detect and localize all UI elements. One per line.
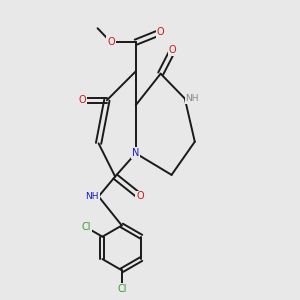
Text: O: O: [136, 191, 144, 202]
Text: O: O: [169, 46, 176, 56]
Text: NH: NH: [85, 192, 99, 201]
Text: N: N: [132, 148, 140, 158]
Text: Cl: Cl: [117, 284, 127, 294]
Text: O: O: [78, 95, 86, 105]
Text: O: O: [157, 27, 164, 37]
Text: O: O: [107, 37, 115, 47]
Text: Cl: Cl: [82, 222, 91, 233]
Text: NH: NH: [186, 94, 199, 103]
